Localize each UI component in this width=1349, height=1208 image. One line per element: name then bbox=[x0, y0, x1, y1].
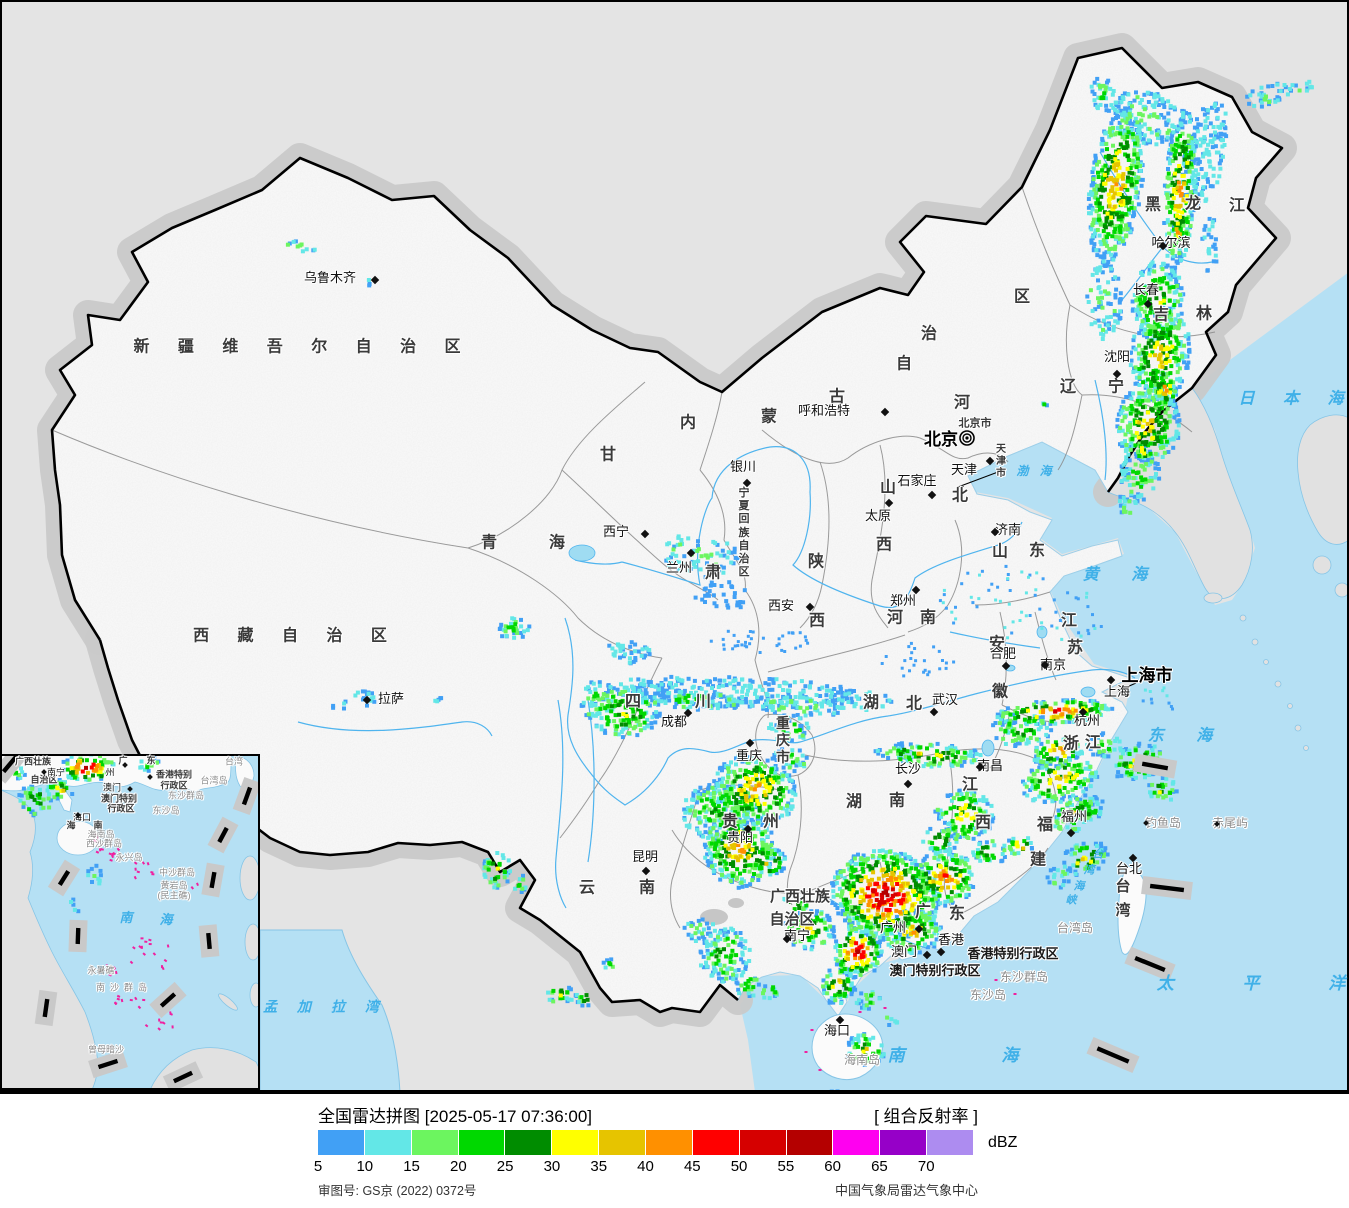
dbz-color-10 bbox=[364, 1130, 411, 1155]
sea-area bbox=[740, 272, 1349, 1092]
leader-lines bbox=[957, 471, 1137, 694]
map-review-number: 审图号: GS京 (2022) 0372号 bbox=[318, 1184, 477, 1198]
dbz-tick: 20 bbox=[450, 1158, 467, 1175]
dbz-colorbar bbox=[318, 1130, 974, 1155]
map-border bbox=[0, 0, 1349, 1092]
dbz-tick: 55 bbox=[777, 1158, 795, 1175]
ryukyu-islands bbox=[1239, 614, 1309, 751]
product-name: [ 组合反射率 ] bbox=[874, 1107, 978, 1126]
dbz-color-40 bbox=[646, 1130, 692, 1155]
radar-echo-layer bbox=[285, 76, 1314, 1092]
dbz-tick: 65 bbox=[871, 1158, 888, 1175]
rivers bbox=[297, 151, 1213, 949]
dbz-tick: 30 bbox=[543, 1158, 561, 1175]
dbz-tick-labels: 5 10 15 20 25 30 35 40 45 50 55 60 65 70 bbox=[0, 1158, 1349, 1175]
dbz-color-5 bbox=[318, 1130, 364, 1155]
terrain-noise bbox=[52, 48, 1282, 1016]
china-radar-map bbox=[0, 0, 1349, 1092]
dbz-tick: 25 bbox=[496, 1158, 514, 1175]
capital-symbol bbox=[959, 430, 975, 446]
dbz-color-20 bbox=[458, 1130, 505, 1155]
dbz-tick: 35 bbox=[590, 1158, 608, 1175]
dbz-color-30 bbox=[552, 1130, 599, 1155]
dbz-unit-label: dBZ bbox=[988, 1134, 1018, 1151]
bay-of-bengal bbox=[259, 929, 401, 1092]
map-title: 全国雷达拼图 [2025-05-17 07:36:00] bbox=[318, 1107, 593, 1126]
kyushu-island bbox=[1312, 555, 1332, 575]
dbz-color-65 bbox=[880, 1130, 927, 1155]
no-data-patch bbox=[700, 909, 728, 925]
japan-islands bbox=[1297, 414, 1349, 545]
dbz-color-15 bbox=[411, 1130, 458, 1155]
japan-island-small bbox=[1334, 582, 1349, 598]
dbz-tick: 70 bbox=[917, 1158, 935, 1175]
south-china-sea-inset bbox=[1, 755, 259, 1089]
dbz-tick: 60 bbox=[824, 1158, 841, 1175]
nine-dash-line bbox=[1086, 753, 1193, 1074]
dbz-tick: 5 bbox=[313, 1158, 323, 1175]
dbz-color-45 bbox=[692, 1130, 739, 1155]
no-data-patch bbox=[728, 898, 744, 908]
dbz-tick: 45 bbox=[683, 1158, 701, 1175]
dbz-color-70 bbox=[927, 1130, 974, 1155]
dbz-tick: 40 bbox=[637, 1158, 654, 1175]
dbz-tick: 10 bbox=[356, 1158, 374, 1175]
dbz-tick: 50 bbox=[730, 1158, 748, 1175]
jeju-island bbox=[1203, 592, 1223, 604]
dbz-color-55 bbox=[786, 1130, 833, 1155]
dbz-color-35 bbox=[599, 1130, 646, 1155]
dbz-color-25 bbox=[505, 1130, 552, 1155]
dbz-color-60 bbox=[833, 1130, 880, 1155]
legend-panel: 全国雷达拼图 [2025-05-17 07:36:00] [ 组合反射率 ] d… bbox=[0, 1092, 1349, 1208]
agency-name: 中国气象局雷达气象中心 bbox=[834, 1183, 978, 1198]
dbz-color-50 bbox=[739, 1130, 786, 1155]
dbz-tick: 15 bbox=[403, 1158, 420, 1175]
